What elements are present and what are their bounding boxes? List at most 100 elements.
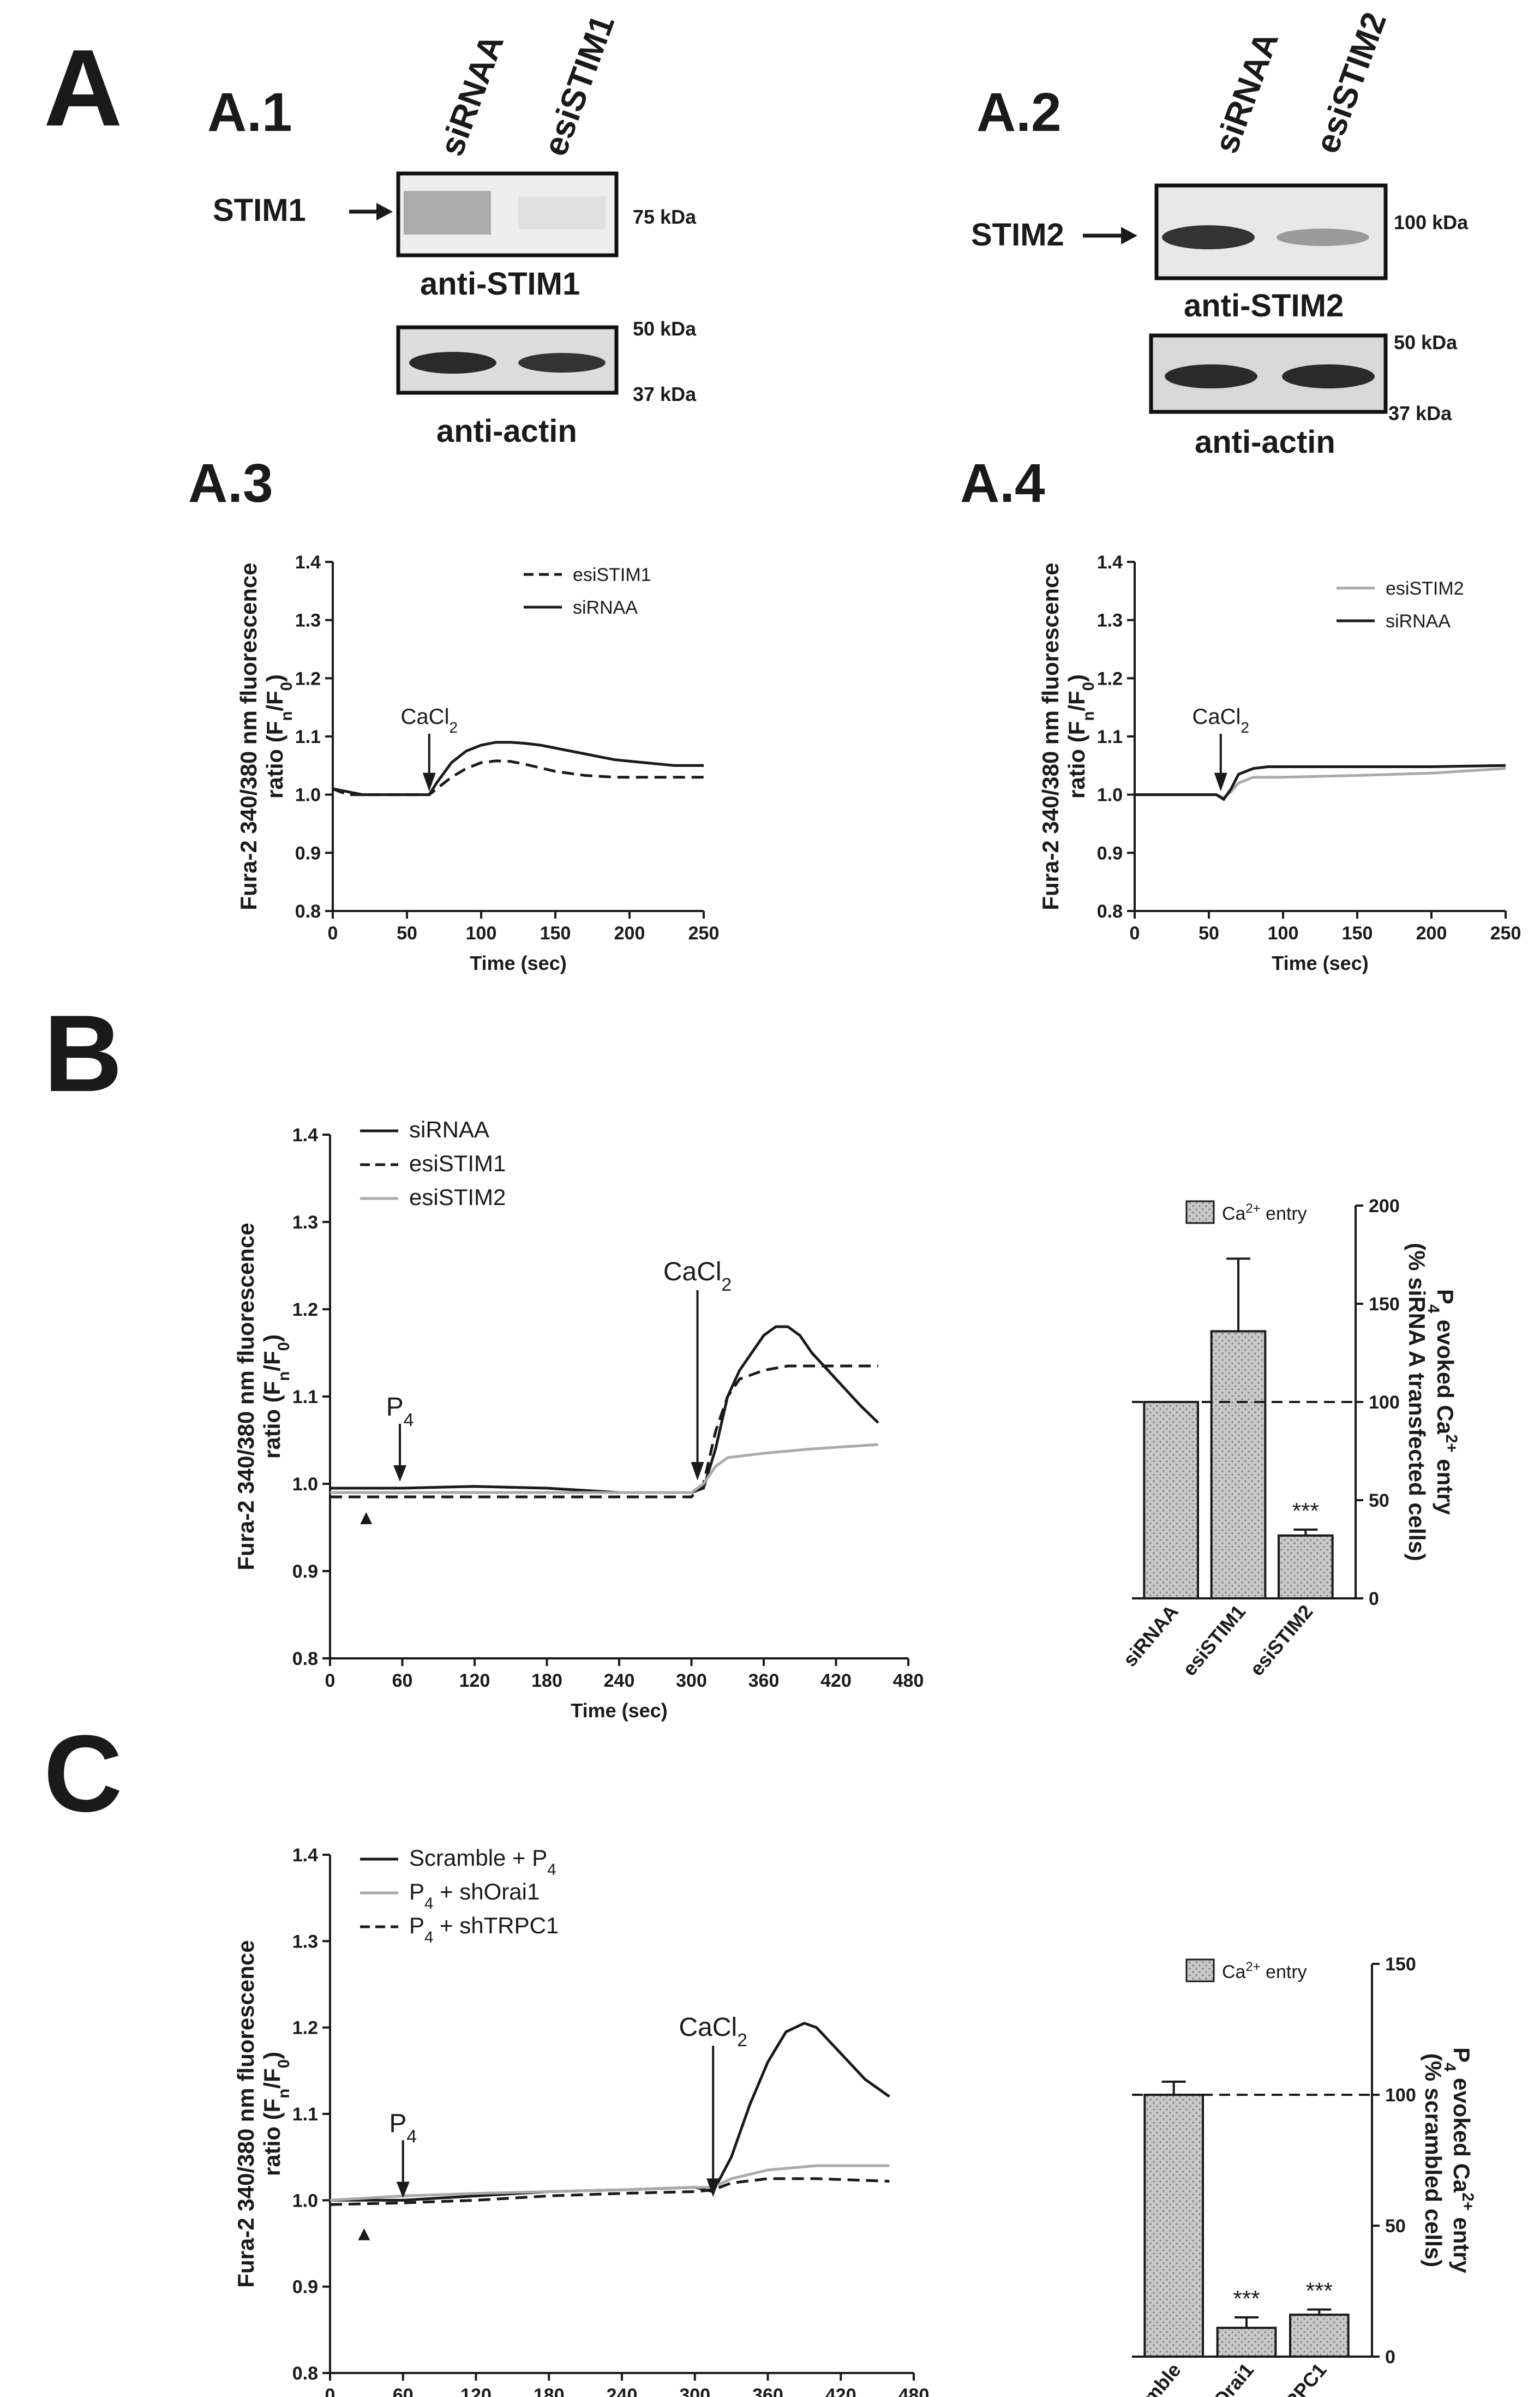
series-line-sirnaa: [332, 741, 704, 796]
x-tick-label: 100: [1268, 923, 1299, 944]
a2-antibody: anti-STIM2: [1184, 288, 1344, 323]
x-tick-label: 50: [397, 923, 417, 944]
x-tick-label: 240: [604, 1670, 635, 1691]
legend-label: esiSTIM2: [1386, 578, 1464, 599]
x-axis-label: Time (sec): [571, 1699, 667, 1722]
category-label: shTRPC1: [1257, 2359, 1331, 2397]
x-tick-label: 250: [1490, 923, 1521, 944]
y-tick-label: 1.1: [295, 727, 321, 747]
series-line-sirnaa: [330, 1325, 879, 1494]
a3-title: A.3: [188, 453, 273, 514]
annotation-arrowhead-p4: [393, 1465, 407, 1482]
annotation-arrowhead-cacl2: [706, 2178, 720, 2197]
y-tick-label: 1.2: [292, 1299, 318, 1320]
x-tick-label: 0: [1130, 923, 1140, 944]
legend-label: Ca2+ entry: [1222, 1201, 1307, 1225]
significance-marker: ***: [1233, 2286, 1260, 2311]
y-tick-label: 1.4: [292, 1845, 318, 1866]
a1-stim1-band-1: [404, 191, 491, 235]
legend-swatch: [1185, 1200, 1215, 1224]
legend-label: siRNAA: [573, 597, 638, 618]
bar-shtrpc1: [1289, 2314, 1350, 2358]
x-tick-label: 360: [748, 1670, 780, 1691]
a4-title: A.4: [960, 453, 1045, 514]
y-tick-label: 0.9: [292, 2277, 318, 2298]
x-tick-label: 420: [820, 1670, 852, 1691]
y-axis-label-1: Fura-2 340/380 nm fluorescence: [236, 562, 261, 910]
significance-marker: ***: [1292, 1498, 1319, 1524]
x-tick-label: 200: [1416, 923, 1447, 944]
y-tick-label: 1.1: [292, 1387, 318, 1407]
a1-actin-band-2: [518, 353, 606, 373]
y-axis-label-1: P4 evoked Ca2+ entry: [1441, 2047, 1477, 2274]
a2-arrow-head: [1121, 227, 1137, 244]
y-axis-label-2: (% scrambled cells): [1421, 2053, 1446, 2267]
y-tick-label: 100: [1369, 1392, 1400, 1413]
x-tick-label: 180: [534, 2385, 565, 2397]
a1-antibody: anti-STIM1: [420, 266, 580, 302]
y-tick-label: 50: [1385, 2216, 1406, 2237]
x-tick-label: 360: [752, 2385, 783, 2397]
x-tick-label: 0: [328, 923, 338, 944]
x-tick-label: 150: [540, 923, 571, 944]
legend-label: esiSTIM2: [409, 1184, 506, 1210]
legend-label: esiSTIM1: [409, 1150, 506, 1176]
y-axis-label-1: P4 evoked Ca2+ entry: [1425, 1289, 1461, 1515]
a1-actin-mw-top: 50 kDa: [633, 317, 697, 340]
a1-lane-1: siRNAA: [433, 29, 511, 160]
a1-actin-mw-bottom: 37 kDa: [633, 383, 697, 405]
a2-actin-mw-top: 50 kDa: [1394, 331, 1458, 353]
y-tick-label: 200: [1369, 1196, 1400, 1217]
x-axis-label: Time (sec): [1272, 952, 1368, 974]
a1-arrow-head: [376, 203, 393, 220]
panel-b-label: B: [44, 993, 122, 1114]
bar-scramble: [1143, 2094, 1204, 2358]
y-tick-label: 1.3: [292, 1212, 318, 1233]
bar-esistim2: [1278, 1534, 1334, 1600]
legend-label: siRNAA: [409, 1117, 489, 1142]
y-axis-label-2: ratio (Fn/F0): [1064, 674, 1098, 799]
a2-actin-mw-bottom: 37 kDa: [1388, 402, 1452, 424]
a2-actin-label: anti-actin: [1195, 424, 1335, 460]
x-tick-label: 180: [531, 1670, 562, 1691]
y-tick-label: 1.1: [292, 2104, 318, 2125]
series-line-esistim2: [330, 1443, 878, 1494]
y-axis-label-1: Fura-2 340/380 nm fluorescence: [233, 1223, 259, 1570]
chart-a3: 0.8 0.9 1.0 1.1 1.2 1.3 1.4 0 50 100 150 200 250 Time…: [236, 552, 719, 974]
y-tick-label: 1.4: [1097, 552, 1123, 573]
legend-label: P4 + shTRPC1: [409, 1913, 559, 1946]
annotation-p4: P4: [389, 2109, 417, 2147]
annotation-cacl2: CaCl2: [1193, 705, 1249, 736]
a2-lane-1: siRNAA: [1207, 27, 1286, 158]
panel-c-label: C: [44, 1713, 122, 1835]
significance-marker: ***: [1306, 2278, 1333, 2304]
y-tick-label: 0.8: [295, 901, 321, 922]
y-tick-label: 0.8: [292, 2363, 318, 2384]
panel-a-label: A: [44, 27, 122, 149]
a2-actin-band-1: [1165, 364, 1257, 388]
legend-label: Ca2+ entry: [1222, 1959, 1307, 1983]
y-tick-label: 1.0: [292, 1474, 318, 1495]
category-label: esiSTIM2: [1245, 1601, 1317, 1680]
a1-protein-label: STIM1: [213, 193, 306, 228]
x-tick-label: 60: [393, 2385, 414, 2397]
legend-swatch: [1185, 1958, 1215, 1982]
legend-label: Scramble + P4: [409, 1845, 556, 1879]
x-tick-label: 150: [1342, 923, 1373, 944]
a1-stim1-band-2: [518, 196, 606, 229]
y-tick-label: 0.9: [292, 1561, 318, 1582]
category-label: Scramble: [1111, 2359, 1185, 2397]
x-tick-label: 0: [325, 2385, 335, 2397]
a2-protein-label: STIM2: [971, 217, 1064, 253]
x-tick-label: 200: [614, 923, 645, 944]
marker-arrowhead: [360, 1512, 373, 1524]
series-line-p4-shorai1: [329, 2164, 890, 2202]
x-tick-label: 250: [688, 923, 720, 944]
y-tick-label: 0.8: [1097, 901, 1123, 922]
y-tick-label: 1.3: [295, 610, 321, 631]
annotation-arrowhead-cacl2: [691, 1462, 704, 1481]
x-tick-label: 300: [676, 1670, 707, 1691]
y-tick-label: 1.0: [1097, 785, 1123, 806]
bar-shorai1: [1216, 2327, 1277, 2358]
y-tick-label: 0.9: [1097, 843, 1123, 864]
